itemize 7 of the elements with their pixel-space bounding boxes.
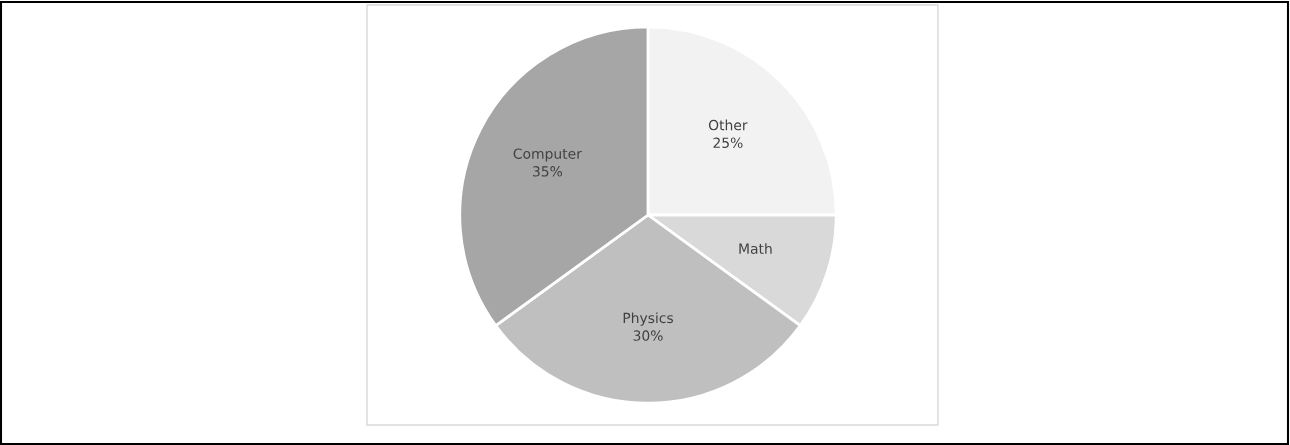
slice-label: Math bbox=[739, 243, 772, 254]
data-label: 25% bbox=[713, 137, 743, 148]
slice-label: Physics bbox=[623, 312, 674, 326]
data-label: 30% bbox=[633, 330, 663, 341]
slice-label: Computer bbox=[513, 148, 582, 162]
slice-label: Other bbox=[708, 119, 748, 131]
data-label: 35% bbox=[532, 166, 563, 177]
